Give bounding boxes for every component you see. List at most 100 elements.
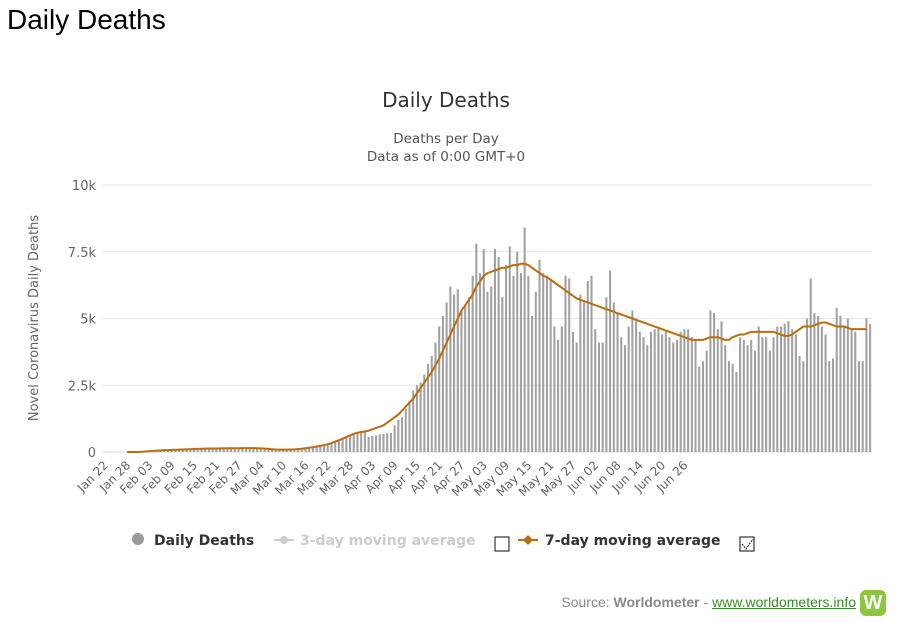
daily-deaths-bar[interactable] (701, 361, 704, 452)
daily-deaths-bar[interactable] (315, 446, 318, 452)
daily-deaths-bar[interactable] (311, 447, 314, 452)
daily-deaths-bar[interactable] (839, 315, 842, 452)
daily-deaths-bar[interactable] (854, 331, 857, 452)
daily-deaths-bar[interactable] (627, 326, 630, 452)
daily-deaths-bar[interactable] (200, 448, 203, 452)
daily-deaths-bar[interactable] (397, 419, 400, 452)
daily-deaths-bar[interactable] (857, 361, 861, 452)
daily-deaths-bar[interactable] (646, 345, 649, 452)
daily-deaths-bar[interactable] (278, 449, 281, 452)
daily-deaths-bar[interactable] (727, 361, 730, 452)
daily-deaths-bar[interactable] (772, 337, 775, 452)
daily-deaths-bar[interactable] (256, 448, 259, 452)
seven-day-average-line[interactable] (127, 262, 867, 453)
daily-deaths-bar[interactable] (779, 326, 782, 452)
daily-deaths-bar[interactable] (174, 449, 177, 452)
daily-deaths-bar[interactable] (215, 448, 218, 452)
daily-deaths-bar[interactable] (571, 331, 574, 452)
daily-deaths-bar[interactable] (259, 448, 262, 452)
daily-deaths-bar[interactable] (757, 326, 760, 452)
daily-deaths-bar[interactable] (263, 448, 266, 452)
daily-deaths-bar[interactable] (363, 431, 366, 452)
daily-deaths-bar[interactable] (304, 448, 307, 452)
daily-deaths-bar[interactable] (716, 329, 719, 452)
daily-deaths-bar[interactable] (233, 448, 236, 452)
daily-deaths-bar[interactable] (423, 374, 426, 452)
daily-deaths-bar[interactable] (271, 449, 274, 452)
daily-deaths-bar[interactable] (323, 445, 326, 452)
daily-deaths-bar[interactable] (557, 339, 560, 452)
daily-deaths-bar[interactable] (534, 291, 537, 452)
daily-deaths-bar[interactable] (664, 331, 667, 452)
daily-deaths-bar[interactable] (668, 337, 671, 452)
daily-deaths-bar[interactable] (237, 448, 240, 452)
daily-deaths-bar[interactable] (404, 409, 407, 452)
daily-deaths-bar[interactable] (415, 385, 418, 452)
legend-7day-checkbox[interactable] (739, 536, 755, 552)
daily-deaths-bar[interactable] (661, 334, 664, 452)
daily-deaths-bar[interactable] (586, 281, 589, 452)
daily-deaths-bar[interactable] (319, 445, 322, 452)
daily-deaths-bar[interactable] (482, 249, 485, 452)
daily-deaths-bar[interactable] (802, 361, 805, 452)
daily-deaths-bar[interactable] (679, 331, 682, 452)
daily-deaths-bar[interactable] (765, 337, 768, 452)
daily-deaths-bar[interactable] (230, 448, 233, 452)
daily-deaths-bar[interactable] (349, 435, 352, 452)
legend-item-daily-deaths[interactable]: Daily Deaths (132, 533, 254, 549)
daily-deaths-bar[interactable] (378, 434, 381, 452)
daily-deaths-bar[interactable] (245, 448, 248, 452)
daily-deaths-bar[interactable] (297, 449, 300, 452)
daily-deaths-bar[interactable] (861, 361, 864, 452)
daily-deaths-bar[interactable] (731, 363, 734, 452)
daily-deaths-bar[interactable] (746, 345, 749, 452)
daily-deaths-bar[interactable] (493, 249, 496, 452)
daily-deaths-bar[interactable] (631, 310, 634, 452)
daily-deaths-bar[interactable] (427, 363, 430, 452)
daily-deaths-bar[interactable] (412, 390, 415, 452)
daily-deaths-bar[interactable] (330, 443, 333, 452)
daily-deaths-bar[interactable] (441, 315, 444, 452)
daily-deaths-bar[interactable] (464, 305, 467, 452)
daily-deaths-bar[interactable] (508, 246, 511, 452)
daily-deaths-bar[interactable] (783, 323, 786, 452)
daily-deaths-bar[interactable] (189, 449, 192, 452)
daily-deaths-bar[interactable] (694, 339, 697, 452)
daily-deaths-bar[interactable] (850, 329, 853, 452)
daily-deaths-bar[interactable] (430, 355, 433, 452)
daily-deaths-bar[interactable] (623, 345, 626, 452)
daily-deaths-bar[interactable] (382, 433, 385, 452)
daily-deaths-bar[interactable] (564, 275, 567, 452)
daily-deaths-bar[interactable] (549, 278, 552, 452)
daily-deaths-bar[interactable] (181, 449, 184, 452)
daily-deaths-bar[interactable] (341, 438, 344, 452)
daily-deaths-bar[interactable] (308, 447, 311, 452)
daily-deaths-bar[interactable] (768, 350, 771, 452)
daily-deaths-bar[interactable] (813, 313, 816, 452)
daily-deaths-bar[interactable] (698, 366, 701, 452)
daily-deaths-bar[interactable] (285, 449, 288, 452)
daily-deaths-bar[interactable] (820, 326, 823, 452)
daily-deaths-bar[interactable] (553, 326, 556, 452)
daily-deaths-bar[interactable] (846, 318, 849, 453)
daily-deaths-bar[interactable] (219, 448, 222, 452)
daily-deaths-bar[interactable] (594, 329, 597, 452)
daily-deaths-bar[interactable] (605, 297, 608, 452)
daily-deaths-bar[interactable] (490, 286, 493, 452)
daily-deaths-bar[interactable] (334, 441, 337, 452)
daily-deaths-bar[interactable] (575, 342, 578, 452)
daily-deaths-bar[interactable] (750, 339, 753, 452)
daily-deaths-bar[interactable] (601, 342, 604, 452)
daily-deaths-bar[interactable] (289, 449, 292, 452)
daily-deaths-bar[interactable] (185, 449, 188, 452)
daily-deaths-bar[interactable] (531, 315, 534, 452)
daily-deaths-bar[interactable] (178, 449, 181, 452)
daily-deaths-bar[interactable] (267, 448, 270, 452)
daily-deaths-bar[interactable] (523, 227, 526, 452)
daily-deaths-bar[interactable] (434, 342, 437, 452)
daily-deaths-bar[interactable] (282, 449, 285, 452)
daily-deaths-bar[interactable] (170, 449, 173, 452)
daily-deaths-bar[interactable] (408, 401, 411, 452)
daily-deaths-bar[interactable] (445, 302, 448, 452)
daily-deaths-bar[interactable] (326, 444, 329, 452)
